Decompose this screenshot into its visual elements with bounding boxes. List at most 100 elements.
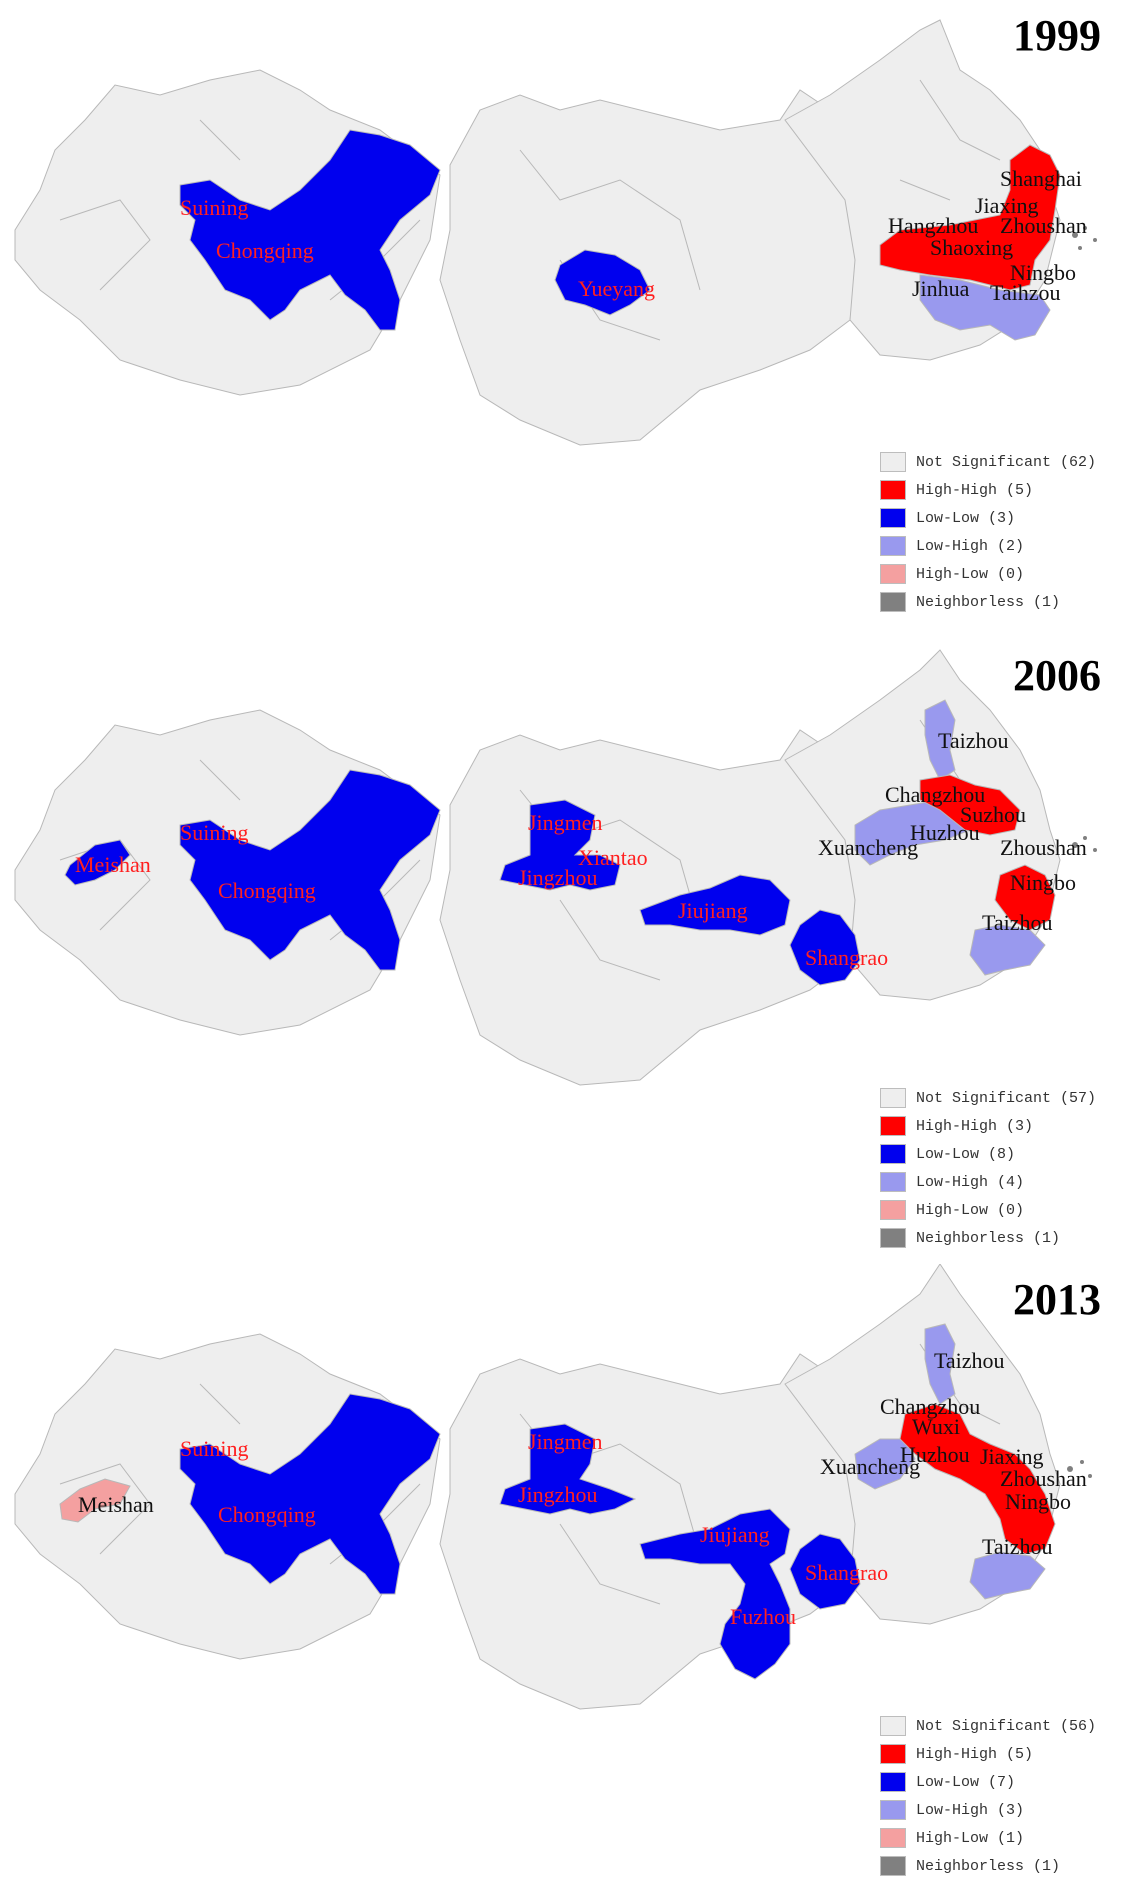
legend-label: Low-Low (8) [916, 1145, 1016, 1163]
legend-label: Neighborless (1) [916, 593, 1061, 611]
label-suining: Suining [180, 1436, 248, 1461]
neighborless-islands [1072, 836, 1097, 852]
region-taizhou-north [924, 699, 956, 781]
legend-label: High-Low (0) [916, 1201, 1025, 1219]
map-1999: Suining Chongqing Yueyang Shanghai Jiaxi… [14, 19, 1097, 446]
legend-item: Neighborless (1) [880, 588, 1110, 616]
label-suzhou: Suzhou [960, 802, 1026, 827]
label-taizhou-south: Taizhou [982, 1534, 1053, 1559]
label-xuancheng: Xuancheng [820, 1454, 920, 1479]
legend-item: Not Significant (56) [880, 1712, 1110, 1740]
legend-2013: Not Significant (56) High-High (5) Low-L… [880, 1712, 1110, 1880]
label-jiaxing: Jiaxing [980, 1444, 1044, 1469]
label-suining: Suining [180, 195, 248, 220]
region-xuancheng-huzhou [854, 799, 971, 866]
neighborless-islands [1067, 1460, 1092, 1478]
region-shangrao [789, 1533, 861, 1610]
label-zhoushan: Zhoushan [1000, 213, 1087, 238]
legend-label: Not Significant (57) [916, 1089, 1097, 1107]
region-chongqing [179, 129, 441, 331]
label-zhoushan: Zhoushan [1000, 1466, 1087, 1491]
region-meishan [64, 839, 131, 886]
legend-item: Not Significant (62) [880, 448, 1110, 476]
swatch-high-low [880, 1200, 906, 1220]
swatch-high-high [880, 1116, 906, 1136]
region-changzhou-suzhou [919, 774, 1021, 836]
legend-item: Low-High (2) [880, 532, 1110, 560]
swatch-not-significant [880, 1716, 906, 1736]
map-panel-2013: Meishan Suining Chongqing Jingmen Jingzh… [0, 1264, 1121, 1896]
swatch-high-high [880, 1744, 906, 1764]
label-taizhou-north: Taizhou [934, 1348, 1005, 1373]
legend-label: Low-High (2) [916, 537, 1025, 555]
legend-label: High-Low (1) [916, 1829, 1025, 1847]
region-chongqing [179, 1393, 441, 1595]
label-shangrao: Shangrao [805, 1560, 888, 1585]
legend-label: Low-Low (7) [916, 1773, 1016, 1791]
swatch-high-low [880, 564, 906, 584]
legend-label: Low-High (3) [916, 1801, 1025, 1819]
label-jinhua: Jinhua [912, 276, 970, 301]
legend-label: Neighborless (1) [916, 1229, 1061, 1247]
legend-2006: Not Significant (57) High-High (3) Low-L… [880, 1084, 1110, 1252]
label-jingmen: Jingmen [528, 810, 603, 835]
region-jiujiang [639, 874, 791, 936]
label-meishan: Meishan [78, 1492, 154, 1517]
swatch-high-high [880, 480, 906, 500]
label-jiujiang: Jiujiang [700, 1522, 770, 1547]
region-shangrao [789, 909, 861, 986]
legend-item: High-High (5) [880, 1740, 1110, 1768]
label-shangrao: Shangrao [805, 945, 888, 970]
region-ningbo [994, 864, 1056, 931]
swatch-low-high [880, 1800, 906, 1820]
swatch-neighborless [880, 592, 906, 612]
swatch-not-significant [880, 452, 906, 472]
label-zhoushan: Zhoushan [1000, 835, 1087, 860]
legend-item: Low-Low (7) [880, 1768, 1110, 1796]
map-panel-2006: Meishan Suining Chongqing Jingmen Xianta… [0, 640, 1121, 1272]
region-meishan [59, 1478, 131, 1523]
legend-label: Low-Low (3) [916, 509, 1016, 527]
region-yueyang [554, 249, 651, 316]
legend-item: Neighborless (1) [880, 1852, 1110, 1880]
label-chongqing: Chongqing [218, 1502, 316, 1527]
swatch-low-high [880, 1172, 906, 1192]
swatch-low-low [880, 1144, 906, 1164]
region-taizhou-south [969, 1551, 1046, 1600]
legend-item: High-Low (1) [880, 1824, 1110, 1852]
label-jingzhou: Jingzhou [518, 865, 597, 890]
label-huzhou: Huzhou [900, 1442, 970, 1467]
legend-label: High-High (5) [916, 481, 1034, 499]
label-ningbo: Ningbo [1005, 1489, 1071, 1514]
legend-item: High-Low (0) [880, 560, 1110, 588]
label-shanghai: Shanghai [1000, 166, 1082, 191]
label-changzhou: Changzhou [880, 1394, 980, 1419]
label-ningbo: Ningbo [1010, 260, 1076, 285]
legend-label: High-High (3) [916, 1117, 1034, 1135]
swatch-neighborless [880, 1856, 906, 1876]
swatch-low-high [880, 536, 906, 556]
label-hangzhou: Hangzhou [888, 213, 978, 238]
label-taizhou-north: Taizhou [938, 728, 1009, 753]
label-huzhou: Huzhou [910, 820, 980, 845]
legend-label: Not Significant (56) [916, 1717, 1097, 1735]
legend-1999: Not Significant (62) High-High (5) Low-L… [880, 448, 1110, 616]
label-yueyang: Yueyang [578, 276, 655, 301]
legend-label: Not Significant (62) [916, 453, 1097, 471]
region-high-high-chain [899, 1403, 1056, 1555]
label-wuxi: Wuxi [912, 1414, 960, 1439]
neighborless-islands [1072, 226, 1097, 250]
region-jingmen-jingzhou [499, 1423, 637, 1515]
label-shaoxing: Shaoxing [930, 235, 1013, 260]
region-chongqing [179, 769, 441, 971]
label-taihzou: Taihzou [990, 280, 1061, 305]
map-2013: Meishan Suining Chongqing Jingmen Jingzh… [14, 1264, 1092, 1710]
legend-item: Not Significant (57) [880, 1084, 1110, 1112]
year-title-1999: 1999 [1013, 11, 1101, 60]
legend-item: High-Low (0) [880, 1196, 1110, 1224]
label-jingmen: Jingmen [528, 1429, 603, 1454]
label-xuancheng: Xuancheng [818, 835, 918, 860]
region-taizhou-north [924, 1323, 956, 1405]
label-xiantao: Xiantao [578, 845, 648, 870]
region-central [439, 89, 861, 446]
